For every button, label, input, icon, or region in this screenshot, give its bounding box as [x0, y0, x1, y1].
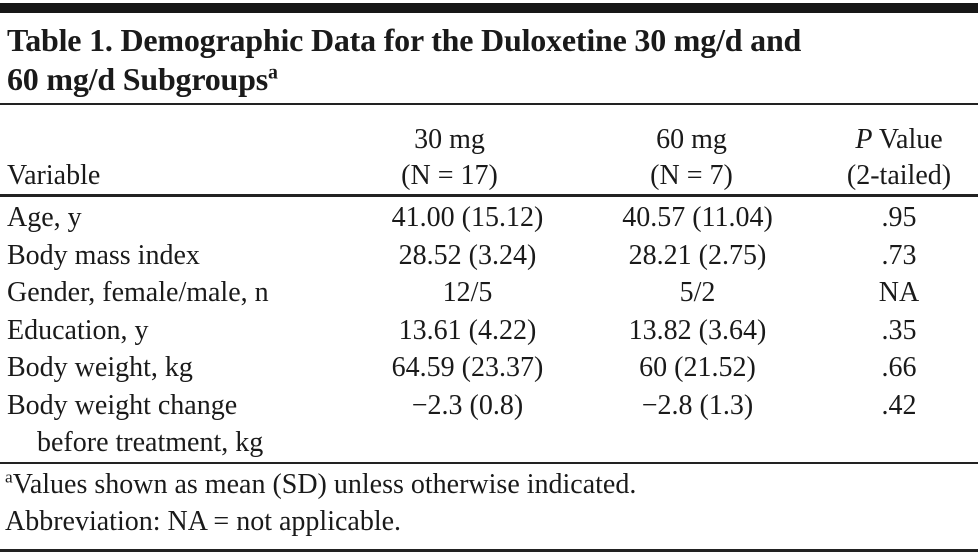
cell-30mg: 13.61 (4.22)	[360, 312, 575, 350]
header-divider	[0, 194, 978, 197]
column-header-variable-label: Variable	[7, 160, 101, 191]
table-title-line1: Table 1. Demographic Data for the Duloxe…	[7, 22, 802, 58]
pvalue-rest: Value	[872, 124, 943, 155]
value-30mg: 41.00 (15.12)	[391, 202, 544, 233]
cell-60mg: 13.82 (3.64)	[575, 312, 820, 350]
cell-pvalue: .35	[820, 312, 978, 350]
value-60mg: 40.57 (11.04)	[622, 202, 773, 233]
value-pvalue: .95	[881, 202, 917, 233]
column-header-30mg: 30 mg (N = 17)	[360, 122, 575, 194]
row-label-continuation: before treatment, kg	[37, 427, 264, 458]
cell-60mg: 5/2	[575, 274, 820, 312]
row-label: Body weight change	[7, 389, 238, 421]
value-60mg: 28.21 (2.75)	[628, 239, 767, 271]
value-30mg: 12/5	[442, 277, 493, 308]
value-60mg: −2.8 (1.3)	[641, 389, 754, 421]
title-divider	[0, 103, 978, 105]
value-30mg: 64.59 (23.37)	[391, 352, 544, 383]
cell-30mg: −2.3 (0.8)	[360, 387, 575, 462]
column-header-60mg-line1: 60 mg	[656, 124, 727, 155]
row-label: Body weight, kg	[7, 352, 193, 383]
table-row-body-weight-change: Body weight change before treatment, kg …	[0, 387, 978, 462]
footnote-divider	[0, 462, 978, 464]
table-row-bmi: Body mass index 28.52 (3.24) 28.21 (2.75…	[0, 237, 978, 275]
cell-60mg: −2.8 (1.3)	[575, 387, 820, 462]
cell-variable: Body weight, kg	[0, 349, 360, 387]
cell-60mg: 40.57 (11.04)	[575, 199, 820, 237]
value-pvalue: .42	[881, 389, 917, 421]
table-header-row: Variable 30 mg (N = 17) 60 mg (N = 7) P …	[0, 108, 978, 194]
footnote-marker: a	[5, 467, 13, 487]
column-header-30mg-line2: (N = 17)	[401, 160, 498, 191]
value-pvalue: NA	[878, 277, 920, 308]
column-header-variable: Variable	[0, 158, 360, 194]
cell-variable: Education, y	[0, 312, 360, 350]
column-header-pvalue-line2: (2-tailed)	[846, 160, 952, 191]
row-label: Age, y	[7, 202, 82, 233]
value-60mg: 5/2	[679, 277, 716, 308]
value-pvalue: .66	[881, 352, 917, 383]
value-30mg: −2.3 (0.8)	[411, 389, 524, 421]
value-60mg: 13.82 (3.64)	[628, 314, 767, 346]
cell-variable: Gender, female/male, n	[0, 274, 360, 312]
cell-pvalue: .66	[820, 349, 978, 387]
value-30mg: 28.52 (3.24)	[398, 239, 537, 271]
cell-pvalue: .95	[820, 199, 978, 237]
footnote-values-text: Values shown as mean (SD) unless otherwi…	[12, 469, 637, 500]
table-row-gender: Gender, female/male, n 12/5 5/2 NA	[0, 274, 978, 312]
column-header-60mg-line2: (N = 7)	[650, 160, 733, 191]
cell-60mg: 28.21 (2.75)	[575, 237, 820, 275]
table-top-bar	[0, 3, 978, 13]
cell-30mg: 64.59 (23.37)	[360, 349, 575, 387]
value-30mg: 13.61 (4.22)	[398, 314, 537, 346]
footnote-abbreviation: Abbreviation: NA = not applicable.	[5, 503, 976, 540]
footnote-values: aValues shown as mean (SD) unless otherw…	[5, 466, 976, 503]
cell-variable: Body mass index	[0, 237, 360, 275]
table-row-education: Education, y 13.61 (4.22) 13.82 (3.64) .…	[0, 312, 978, 350]
table-title: Table 1. Demographic Data for the Duloxe…	[7, 21, 976, 99]
cell-30mg: 28.52 (3.24)	[360, 237, 575, 275]
column-header-pvalue: P Value (2-tailed)	[820, 122, 978, 194]
cell-30mg: 41.00 (15.12)	[360, 199, 575, 237]
cell-variable: Body weight change before treatment, kg	[0, 387, 360, 462]
row-label: Body mass index	[7, 239, 200, 271]
column-header-60mg: 60 mg (N = 7)	[575, 122, 820, 194]
cell-variable: Age, y	[0, 199, 360, 237]
value-60mg: 60 (21.52)	[639, 352, 756, 383]
table-title-footnote-marker: a	[268, 61, 278, 84]
cell-pvalue: .42	[820, 387, 978, 462]
row-label: Gender, female/male, n	[7, 277, 269, 308]
table-footnotes: aValues shown as mean (SD) unless otherw…	[5, 466, 976, 540]
table-row-age: Age, y 41.00 (15.12) 40.57 (11.04) .95	[0, 199, 978, 237]
footnote-abbreviation-text: Abbreviation: NA = not applicable.	[5, 506, 402, 537]
cell-pvalue: .73	[820, 237, 978, 275]
table-title-line2: 60 mg/d Subgroups	[7, 61, 269, 97]
column-header-30mg-line1: 30 mg	[414, 124, 485, 155]
cell-30mg: 12/5	[360, 274, 575, 312]
cell-60mg: 60 (21.52)	[575, 349, 820, 387]
value-pvalue: .35	[881, 314, 917, 346]
row-label: Education, y	[7, 314, 149, 346]
bottom-rule	[0, 549, 978, 552]
column-header-pvalue-line1: P Value	[820, 122, 978, 158]
pvalue-italic-p: P	[855, 124, 873, 155]
cell-pvalue: NA	[820, 274, 978, 312]
value-pvalue: .73	[881, 239, 917, 271]
table-row-body-weight: Body weight, kg 64.59 (23.37) 60 (21.52)…	[0, 349, 978, 387]
table-body: Age, y 41.00 (15.12) 40.57 (11.04) .95 B…	[0, 199, 978, 462]
